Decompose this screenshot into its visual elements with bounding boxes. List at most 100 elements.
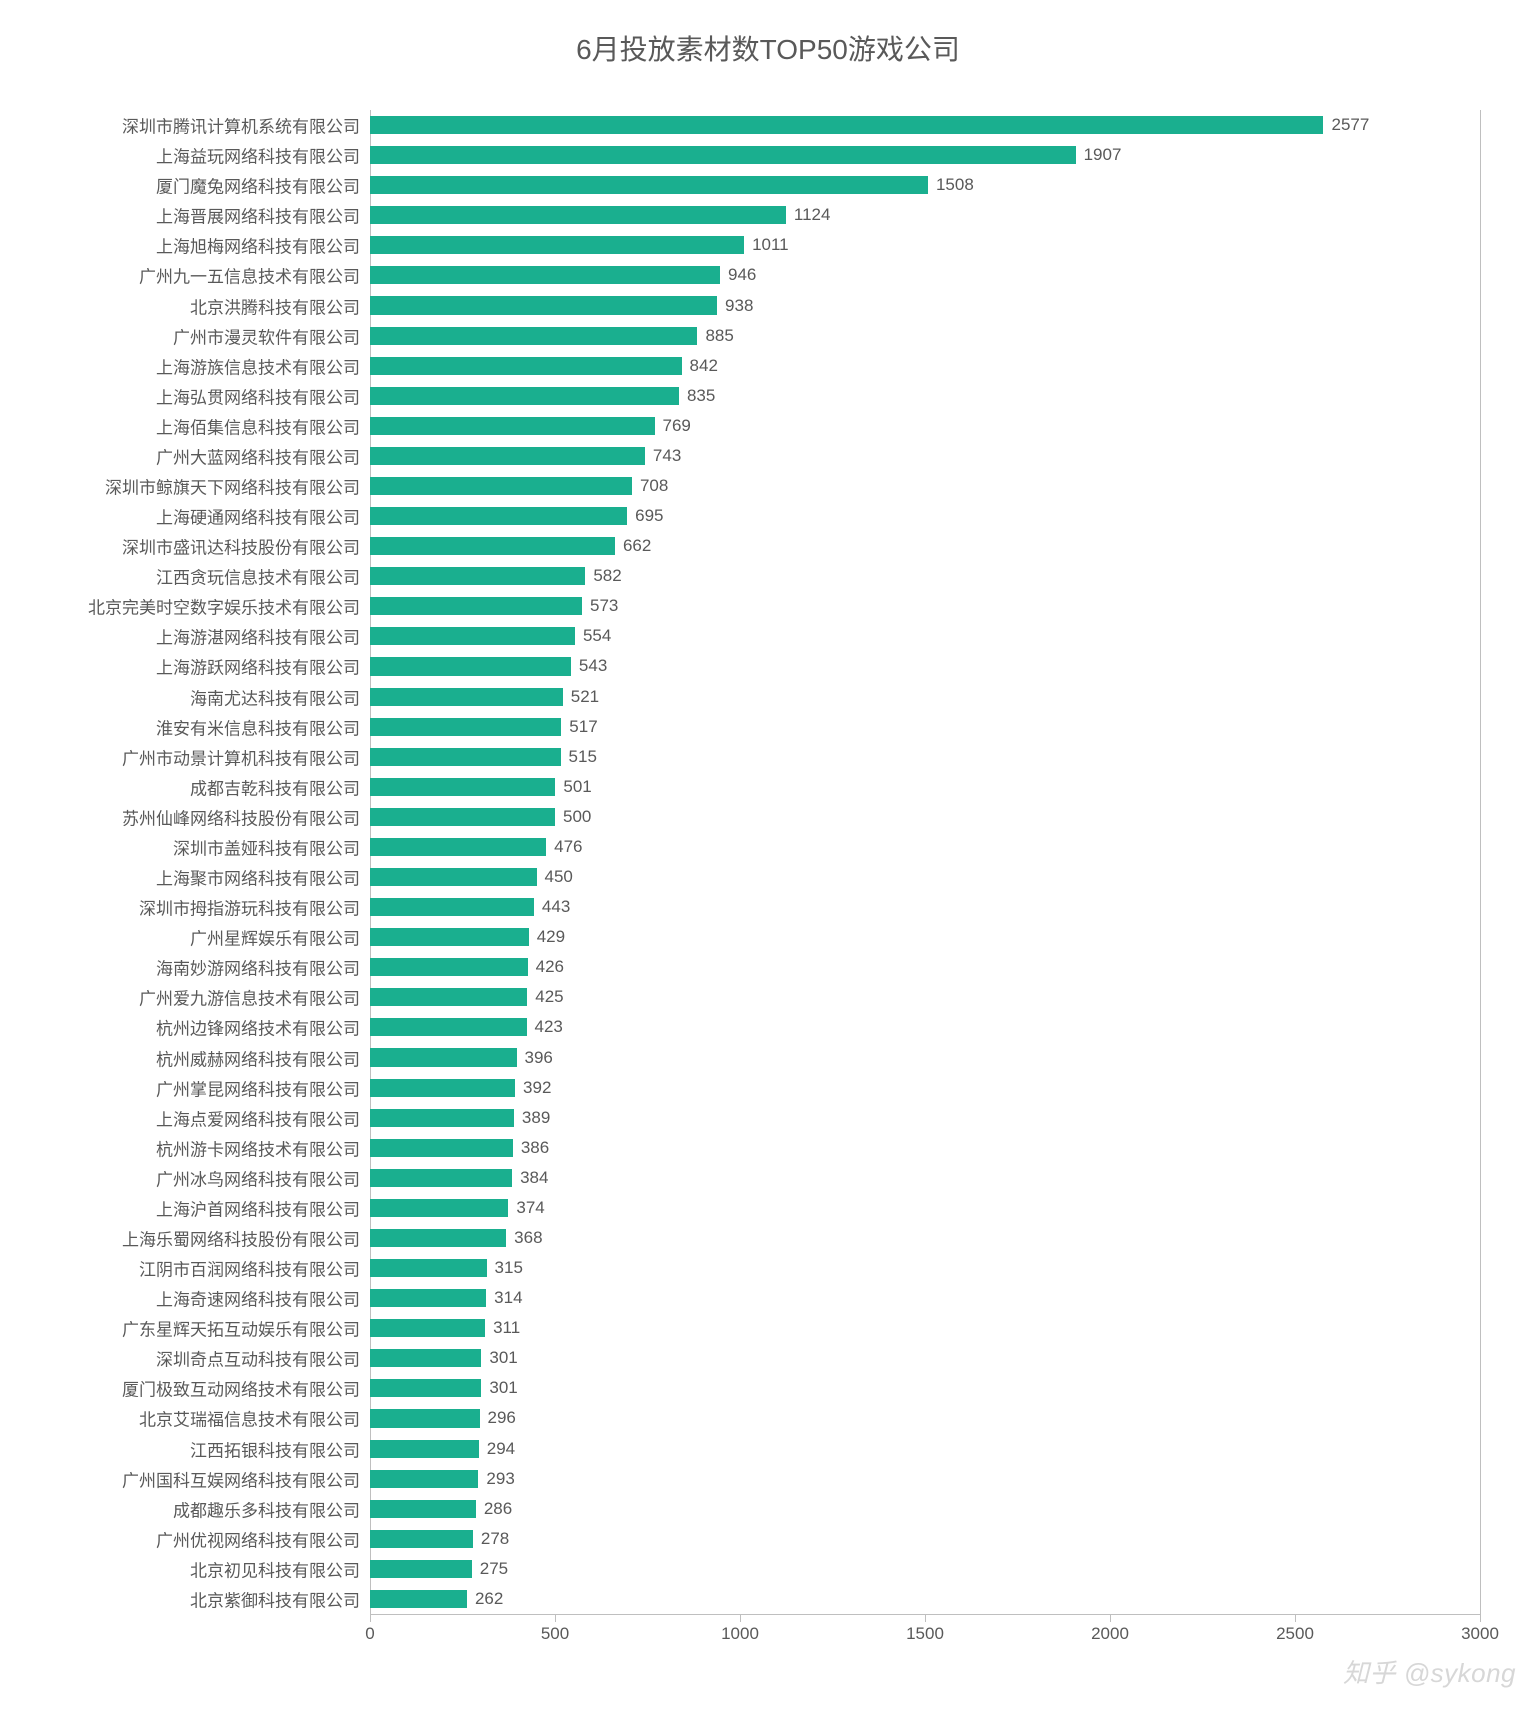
bar	[370, 748, 561, 766]
value-label: 286	[476, 1499, 512, 1519]
bar-row: 上海奇速网络科技有限公司314	[370, 1283, 1480, 1313]
value-label: 743	[645, 446, 681, 466]
bar-row: 广州国科互娱网络科技有限公司293	[370, 1464, 1480, 1494]
bar-row: 上海乐蜀网络科技股份有限公司368	[370, 1223, 1480, 1253]
value-label: 515	[561, 747, 597, 767]
value-label: 500	[555, 807, 591, 827]
category-label: 上海点爱网络科技有限公司	[156, 1105, 370, 1130]
category-label: 上海游湛网络科技有限公司	[156, 624, 370, 649]
bar	[370, 116, 1323, 134]
category-label: 厦门魔兔网络科技有限公司	[156, 173, 370, 198]
category-label: 深圳市盛讯达科技股份有限公司	[122, 534, 370, 559]
category-label: 广州星辉娱乐有限公司	[190, 925, 370, 950]
bar	[370, 507, 627, 525]
category-label: 上海乐蜀网络科技股份有限公司	[122, 1225, 370, 1250]
x-tick-label: 1500	[906, 1614, 944, 1644]
bar	[370, 567, 585, 585]
bar	[370, 838, 546, 856]
value-label: 517	[561, 717, 597, 737]
value-label: 1011	[744, 235, 789, 255]
value-label: 294	[479, 1439, 515, 1459]
bar-row: 上海益玩网络科技有限公司1907	[370, 140, 1480, 170]
value-label: 389	[514, 1108, 550, 1128]
bar	[370, 447, 645, 465]
value-label: 315	[487, 1258, 523, 1278]
category-label: 上海益玩网络科技有限公司	[156, 143, 370, 168]
bar-row: 上海佰集信息科技有限公司769	[370, 411, 1480, 441]
category-label: 上海奇速网络科技有限公司	[156, 1286, 370, 1311]
bar-row: 江西拓银科技有限公司294	[370, 1434, 1480, 1464]
bar-row: 杭州游卡网络技术有限公司386	[370, 1133, 1480, 1163]
bar	[370, 988, 527, 1006]
bar-row: 上海聚市网络科技有限公司450	[370, 862, 1480, 892]
bar	[370, 898, 534, 916]
value-label: 769	[655, 416, 691, 436]
bar	[370, 1169, 512, 1187]
value-label: 554	[575, 626, 611, 646]
category-label: 广州市漫灵软件有限公司	[173, 323, 370, 348]
bar	[370, 1048, 517, 1066]
bar	[370, 597, 582, 615]
category-label: 广州九一五信息技术有限公司	[139, 263, 370, 288]
bar	[370, 1500, 476, 1518]
category-label: 广州市动景计算机科技有限公司	[122, 744, 370, 769]
category-label: 上海佰集信息科技有限公司	[156, 413, 370, 438]
x-tick-label: 500	[541, 1614, 569, 1644]
category-label: 深圳奇点互动科技有限公司	[156, 1346, 370, 1371]
bar	[370, 266, 720, 284]
value-label: 386	[513, 1138, 549, 1158]
bar-row: 上海点爱网络科技有限公司389	[370, 1103, 1480, 1133]
category-label: 上海晋展网络科技有限公司	[156, 203, 370, 228]
value-label: 938	[717, 296, 753, 316]
category-label: 广州大蓝网络科技有限公司	[156, 443, 370, 468]
bar-row: 上海旭梅网络科技有限公司1011	[370, 230, 1480, 260]
bar	[370, 657, 571, 675]
value-label: 301	[481, 1348, 517, 1368]
bar	[370, 808, 555, 826]
bar	[370, 1409, 480, 1427]
bar-row: 深圳市鲸旗天下网络科技有限公司708	[370, 471, 1480, 501]
category-label: 北京洪腾科技有限公司	[190, 293, 370, 318]
bar	[370, 1590, 467, 1608]
category-label: 成都吉乾科技有限公司	[190, 774, 370, 799]
category-label: 广东星辉天拓互动娱乐有限公司	[122, 1316, 370, 1341]
bar-row: 北京艾瑞福信息技术有限公司296	[370, 1403, 1480, 1433]
category-label: 北京完美时空数字娱乐技术有限公司	[88, 594, 370, 619]
category-label: 深圳市盖娅科技有限公司	[173, 834, 370, 859]
bar-row: 北京初见科技有限公司275	[370, 1554, 1480, 1584]
bar-row: 成都吉乾科技有限公司501	[370, 772, 1480, 802]
category-label: 北京艾瑞福信息技术有限公司	[139, 1406, 370, 1431]
bar-row: 广州大蓝网络科技有限公司743	[370, 441, 1480, 471]
bar	[370, 627, 575, 645]
value-label: 885	[697, 326, 733, 346]
value-label: 429	[529, 927, 565, 947]
plot-area: 050010001500200025003000深圳市腾讯计算机系统有限公司25…	[370, 110, 1480, 1614]
bar	[370, 1139, 513, 1157]
bar-row: 上海硬通网络科技有限公司695	[370, 501, 1480, 531]
chart-title: 6月投放素材数TOP50游戏公司	[0, 0, 1536, 68]
value-label: 835	[679, 386, 715, 406]
category-label: 广州国科互娱网络科技有限公司	[122, 1466, 370, 1491]
x-tick-label: 2000	[1091, 1614, 1129, 1644]
category-label: 北京紫御科技有限公司	[190, 1586, 370, 1611]
bar	[370, 417, 655, 435]
value-label: 582	[585, 566, 621, 586]
bar-row: 海南妙游网络科技有限公司426	[370, 952, 1480, 982]
value-label: 2577	[1323, 115, 1369, 135]
bar-row: 深圳市盛讯达科技股份有限公司662	[370, 531, 1480, 561]
value-label: 301	[481, 1378, 517, 1398]
value-label: 1907	[1076, 145, 1122, 165]
bar	[370, 778, 555, 796]
category-label: 淮安有米信息科技有限公司	[156, 714, 370, 739]
bar	[370, 1349, 481, 1367]
value-label: 842	[682, 356, 718, 376]
category-label: 杭州边锋网络技术有限公司	[156, 1015, 370, 1040]
value-label: 374	[508, 1198, 544, 1218]
category-label: 苏州仙峰网络科技股份有限公司	[122, 804, 370, 829]
value-label: 662	[615, 536, 651, 556]
value-label: 384	[512, 1168, 548, 1188]
bar	[370, 1199, 508, 1217]
bar	[370, 357, 682, 375]
bar-row: 深圳市腾讯计算机系统有限公司2577	[370, 110, 1480, 140]
bar-row: 深圳市拇指游玩科技有限公司443	[370, 892, 1480, 922]
